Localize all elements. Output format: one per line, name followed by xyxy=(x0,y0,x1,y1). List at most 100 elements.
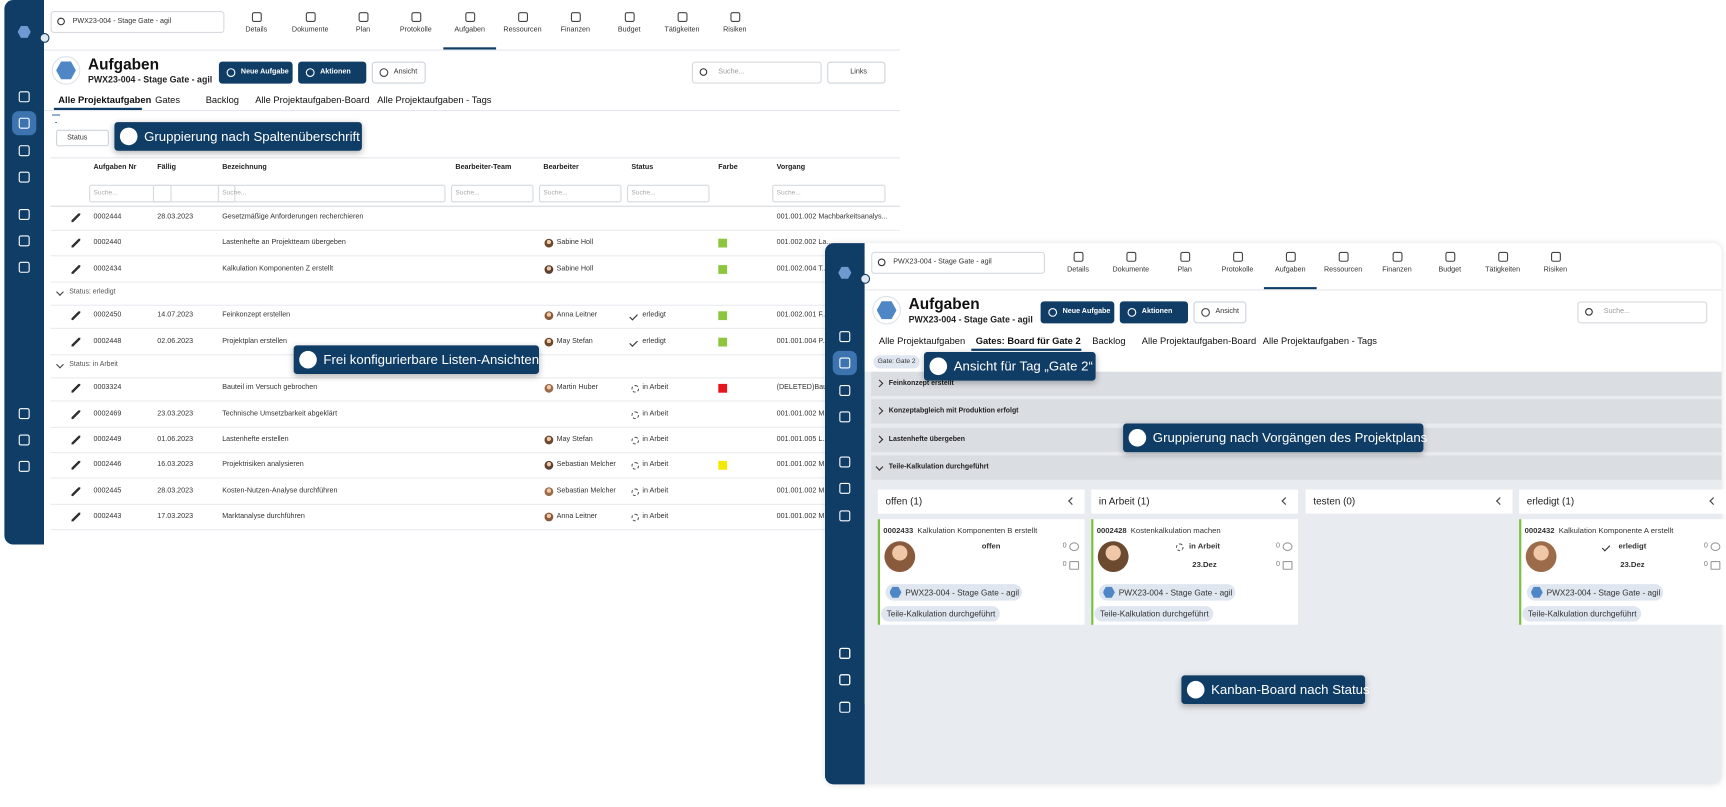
sidebar-icon[interactable] xyxy=(839,482,851,494)
sidebar-icon[interactable] xyxy=(839,411,851,423)
board-column-title: erledigt (1) xyxy=(1526,495,1575,507)
divider xyxy=(50,205,900,207)
button[interactable] xyxy=(218,61,293,84)
group-bar xyxy=(871,399,1722,424)
task-person: Sebastian Melcher xyxy=(556,460,616,469)
nav-item: Finanzen xyxy=(560,26,591,34)
edit-icon[interactable] xyxy=(71,435,81,445)
button[interactable] xyxy=(1119,301,1188,324)
search-box[interactable] xyxy=(871,251,1045,274)
tab: Alle Projektaufgaben-Board xyxy=(255,94,370,106)
task-number: 0002450 xyxy=(93,311,122,319)
task-number: 0002469 xyxy=(93,410,122,418)
task-vorgang: 001.002.001 F... xyxy=(776,311,828,319)
task-number: 0002445 xyxy=(93,487,122,495)
sidebar-icon[interactable] xyxy=(18,117,30,129)
column-header: Vorgang xyxy=(776,163,806,172)
button[interactable] xyxy=(1040,301,1115,324)
task-due: 23.03.2023 xyxy=(157,410,194,418)
sidebar-icon[interactable] xyxy=(839,701,851,713)
search-input[interactable] xyxy=(1577,301,1708,324)
sidebar-icon[interactable] xyxy=(839,456,851,468)
task-number: 0002443 xyxy=(93,512,122,521)
column-filter[interactable] xyxy=(217,184,446,203)
sidebar-icon[interactable] xyxy=(18,171,30,183)
task-due: 16.03.2023 xyxy=(157,460,194,469)
status-icon xyxy=(1175,542,1184,551)
icon xyxy=(1285,251,1296,262)
task-number: 0002444 xyxy=(93,213,122,221)
row-divider xyxy=(50,304,900,306)
button[interactable] xyxy=(1193,301,1247,324)
search-box[interactable] xyxy=(50,11,225,33)
status-icon xyxy=(631,487,640,496)
sidebar-toggle[interactable] xyxy=(860,273,871,284)
icon xyxy=(1125,251,1136,262)
sidebar-icon[interactable] xyxy=(18,434,30,446)
task-person: May Stefan xyxy=(556,435,593,444)
edit-icon[interactable] xyxy=(71,238,81,248)
group-label: Status: erledigt xyxy=(69,288,116,296)
column-filter[interactable] xyxy=(772,184,886,203)
color-swatch xyxy=(718,337,728,347)
sidebar-icon[interactable] xyxy=(839,331,851,343)
column-filter[interactable] xyxy=(451,184,534,203)
tab: Backlog xyxy=(205,94,239,106)
task-status: in Arbeit xyxy=(642,512,669,521)
search-input[interactable] xyxy=(691,61,822,84)
edit-icon[interactable] xyxy=(71,512,81,522)
column-filter[interactable] xyxy=(152,184,236,203)
edit-icon[interactable] xyxy=(71,487,81,497)
sidebar-icon[interactable] xyxy=(18,209,30,220)
search-placeholder: Suche... xyxy=(1603,307,1631,316)
edit-icon[interactable] xyxy=(71,337,81,347)
button-icon xyxy=(226,68,236,77)
sidebar-icon[interactable] xyxy=(18,235,30,247)
divider xyxy=(50,157,900,159)
button[interactable] xyxy=(298,61,367,84)
sidebar-icon[interactable] xyxy=(18,408,30,420)
edit-icon[interactable] xyxy=(71,383,81,393)
avatar xyxy=(544,311,554,321)
callout xyxy=(114,122,362,151)
sidebar-icon[interactable] xyxy=(839,385,851,396)
sidebar-icon[interactable] xyxy=(839,674,851,686)
task-due: 17.03.2023 xyxy=(157,512,194,521)
sidebar-icon[interactable] xyxy=(18,91,30,103)
status-icon xyxy=(631,436,640,444)
sidebar-toggle[interactable] xyxy=(39,33,50,43)
edit-icon[interactable] xyxy=(71,410,81,420)
column-filter[interactable] xyxy=(627,184,710,203)
sidebar-icon[interactable] xyxy=(839,510,851,522)
edit-icon[interactable] xyxy=(71,311,81,321)
column-filter[interactable] xyxy=(89,184,172,203)
task-vorgang: 001.002.002 La... xyxy=(776,238,833,247)
color-swatch xyxy=(718,383,728,393)
card-count: 0 xyxy=(1276,542,1280,550)
tab: Alle Projektaufgaben - Tags xyxy=(377,94,492,106)
sidebar-icon[interactable] xyxy=(839,357,851,369)
task-due: 28.03.2023 xyxy=(157,213,194,221)
edit-icon[interactable] xyxy=(71,460,81,470)
sidebar-icon[interactable] xyxy=(839,647,851,659)
icon xyxy=(729,11,740,22)
sidebar-icon[interactable] xyxy=(18,261,30,273)
edit-icon[interactable] xyxy=(71,213,81,223)
button[interactable] xyxy=(371,61,426,84)
sidebar-icon[interactable] xyxy=(18,460,30,472)
links-button[interactable] xyxy=(827,61,886,84)
nav-item: Plan xyxy=(1177,265,1192,274)
task-name: Marktanalyse durchführen xyxy=(222,512,305,521)
card-count: 0 xyxy=(1062,542,1067,550)
card-status: offen xyxy=(981,542,1001,551)
tag-chip xyxy=(881,606,1000,622)
task-vorgang: 001.002.004 T... xyxy=(776,264,828,273)
edit-icon[interactable] xyxy=(71,265,81,274)
task-number: 0003324 xyxy=(93,383,122,392)
sidebar-icon[interactable] xyxy=(18,145,30,157)
column-filter[interactable] xyxy=(539,184,622,203)
task-status: in Arbeit xyxy=(642,460,669,469)
button-label: Neue Aufgabe xyxy=(240,67,289,76)
logo-ring xyxy=(872,295,901,325)
